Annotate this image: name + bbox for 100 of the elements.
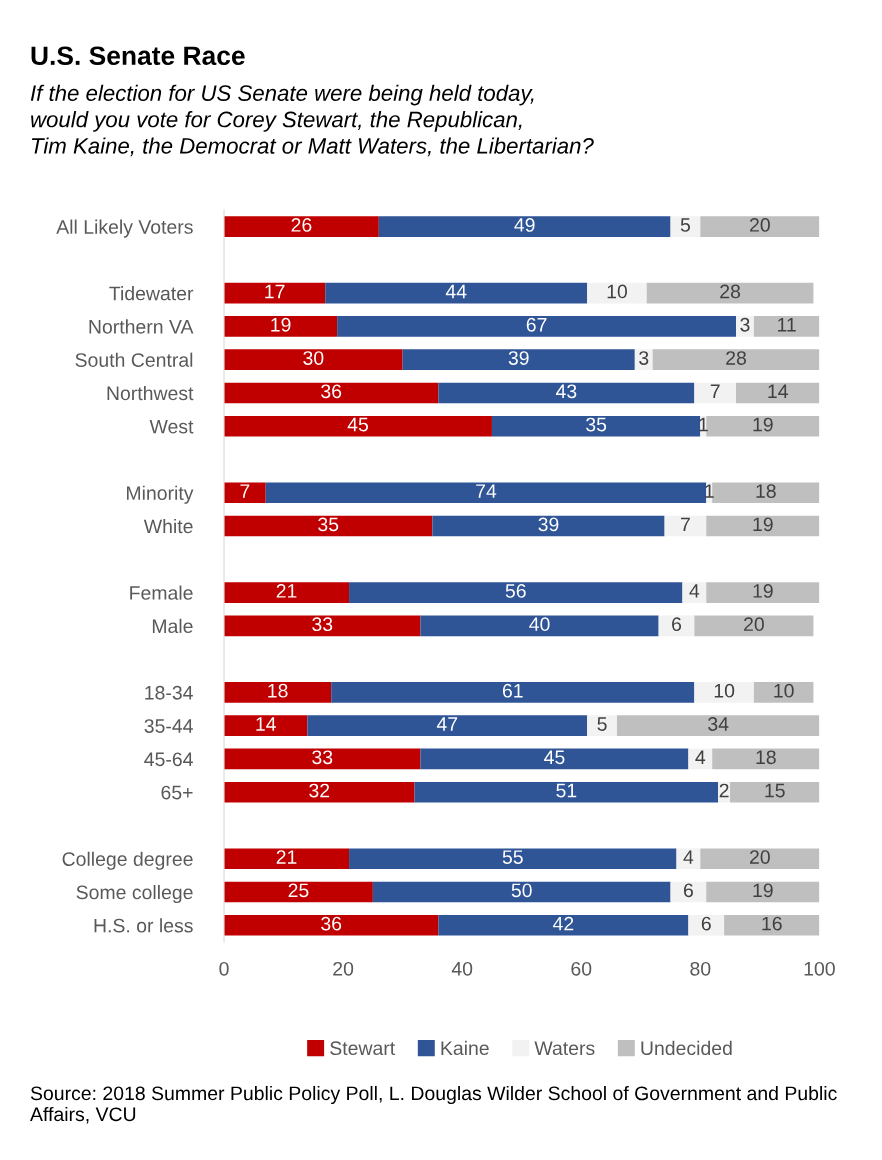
data-label: 18 [268,683,288,698]
data-label: 36 [321,384,342,399]
data-label: 25 [288,883,309,898]
data-label: 7 [681,517,690,532]
bar [616,715,820,736]
data-label: 7 [710,384,720,398]
data-label: 4 [695,750,706,764]
x-tick-label: 20 [333,961,354,976]
data-label: 5 [680,218,691,232]
bar [694,682,754,703]
data-label: 3 [740,317,750,332]
data-label: 74 [476,484,497,498]
bar [224,748,421,770]
bar [736,316,754,337]
bar [224,914,439,936]
bar [694,382,737,404]
y-tick-label: West [149,419,194,434]
data-label: 28 [726,351,746,365]
bar [664,515,707,537]
data-label: 26 [291,218,312,232]
data-label: 15 [765,783,785,798]
data-label: 36 [321,916,342,931]
data-label: 49 [514,218,535,232]
bar [753,682,814,703]
legend-label: Kaine [441,1040,489,1056]
bar [706,515,820,537]
legend-label: Waters [534,1041,595,1056]
data-label: 2 [719,783,729,798]
bar [706,881,820,903]
bar [420,615,659,637]
y-tick-label: 45-64 [144,752,193,767]
data-label: 18 [756,484,776,498]
data-label: 17 [265,284,285,299]
bar [224,282,326,304]
data-label: 50 [511,883,532,898]
bar [736,382,820,404]
bar [670,216,701,237]
bar [224,582,350,603]
data-label: 33 [312,617,333,632]
data-label: 6 [701,916,711,931]
bar [224,316,338,337]
data-label: 61 [502,683,523,698]
bar [688,914,725,936]
data-label: 45 [544,750,565,765]
data-label: 19 [753,417,773,432]
data-label: 51 [556,783,577,798]
data-label: 32 [309,783,330,798]
data-label: 10 [714,683,735,698]
y-tick-label: Minority [127,485,194,504]
data-label: 28 [720,284,741,299]
bar [224,615,421,637]
y-tick-label: Male [152,618,193,634]
data-label: 40 [529,617,550,632]
bar [682,582,707,603]
y-tick-label: Tidewater [109,286,194,301]
data-label: 3 [639,351,649,365]
data-label: 14 [256,717,276,731]
legend-label: Undecided [641,1040,732,1056]
data-label: 39 [538,517,559,532]
bar [372,881,671,903]
data-label: 14 [768,384,788,398]
data-label: 42 [553,916,574,931]
bar [378,216,671,237]
bar [676,848,701,870]
bar [337,316,737,337]
bar [224,848,350,870]
bar [432,515,665,537]
bar [265,482,707,504]
bar [224,682,332,703]
data-label: 18 [756,750,776,765]
data-label: 19 [753,517,773,532]
data-label: 16 [762,916,782,931]
bar [587,282,647,304]
y-tick-label: South Central [75,352,193,367]
chart-subtitle: If the election for US Senate were being held today, would you vote for Corey Stewart, the Republican, Tim Kaine, the Democrat or Matt Waters, the Libertarian? [30,84,594,157]
data-label: 21 [276,584,297,598]
data-label: 55 [502,850,523,864]
data-label: 7 [240,484,250,498]
data-label: 34 [708,717,729,731]
bar [730,781,820,803]
bar [652,349,820,370]
bar [706,415,820,437]
bar [224,781,415,803]
x-tick-label: 100 [804,961,835,976]
data-label: 35 [318,517,339,532]
bar [420,748,689,770]
bar [753,316,820,337]
y-tick-label: Some college [76,884,193,904]
bar [646,282,814,304]
bar [307,715,588,736]
y-tick-label: Female [130,585,193,600]
data-label: 11 [778,318,796,332]
bar [700,848,820,870]
bar [224,715,308,736]
bar [224,881,373,903]
source-note: Source: 2018 Summer Public Policy Poll, L. Douglas Wilder School of Government and Public Affairs, VCU [30,1085,837,1124]
data-label: 6 [683,883,693,898]
bar [224,515,433,537]
y-tick-label: 35-44 [144,719,193,733]
bar [224,216,379,237]
